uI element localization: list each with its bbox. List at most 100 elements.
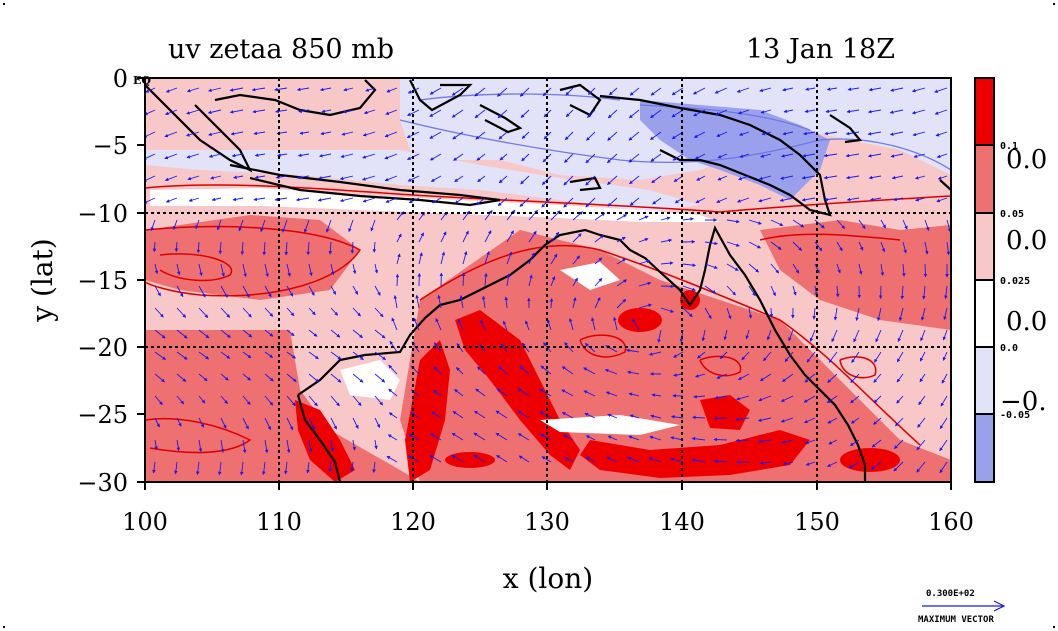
wind-vector [232,197,244,202]
wind-vector [242,417,249,430]
wind-vector [669,457,684,463]
wind-vector [870,461,882,470]
wind-vector [172,219,178,230]
wind-vector [264,395,274,406]
wind-vector [308,329,318,337]
wind-vector [912,131,926,137]
wind-vector [836,219,846,229]
wind-vector [176,351,188,360]
wind-vector [385,197,398,203]
wind-vector [607,109,618,119]
wind-vector [894,417,904,427]
wind-vector [326,219,332,233]
wind-vector [638,281,652,287]
wind-vector [715,109,728,116]
wind-vector [691,458,706,463]
wind-vector [476,153,486,161]
wind-vector [937,175,948,180]
field-streak-2 [455,310,580,470]
colorbar-tick-label: 0.025 [1000,276,1030,287]
wind-vector [585,197,596,208]
wind-vector [164,131,178,138]
wind-vector [628,109,640,119]
wind-vector [330,439,335,452]
wind-vector [736,395,750,401]
field-streak-5 [700,395,750,430]
wind-vector [391,317,398,331]
wind-vector [484,272,488,287]
wind-vector [481,295,486,309]
wind-vector [396,233,402,243]
wind-vector [339,175,354,181]
y-axis-label: y (lat) [26,238,59,322]
wind-vector [561,366,574,375]
wind-vector [911,109,926,115]
wind-vector [220,439,225,453]
wind-vector [804,439,816,445]
wind-vector [788,329,794,342]
wind-vector [802,153,816,158]
wind-vector [739,153,750,158]
wind-vector [587,87,596,95]
wind-vector [264,307,274,317]
wind-vector [165,87,178,93]
wind-vector [433,389,442,397]
wind-vector [824,197,838,202]
wind-vector [563,175,574,186]
wind-vector [433,366,442,375]
wind-vector [737,109,750,115]
wind-vector [561,389,574,397]
wind-vector [339,197,354,203]
wind-vector [803,131,816,136]
wind-vector [352,307,361,317]
wind-vector [239,461,244,476]
wind-vector [924,241,929,255]
wind-vector [940,395,948,407]
wind-vector [616,214,628,221]
wind-vector [826,87,838,91]
wind-vector [352,439,356,451]
grid-lines [145,78,951,482]
wind-vector [474,109,486,119]
wind-vector [748,263,760,273]
wind-vector [454,197,464,204]
wind-vector [432,197,442,204]
wind-vector [875,329,882,343]
wind-vector [704,263,718,269]
wind-vector [350,241,355,254]
wind-vector [198,439,203,453]
wind-vector [766,329,772,341]
wind-vector [572,233,582,243]
wind-vector [934,87,948,93]
wind-vector [738,175,750,181]
field-blob-4 [445,452,495,468]
wind-vector [220,373,229,381]
wind-vector [565,87,574,96]
wind-vector [784,351,794,363]
x-axis-label: x (lon) [503,562,593,595]
field-blob-1 [618,308,662,332]
wind-vector [770,285,776,297]
wind-vector [828,351,838,363]
wind-vector [198,285,206,298]
wind-vector [782,373,794,382]
wind-vector [452,131,464,140]
wind-vector [519,365,530,375]
wind-vector [726,285,736,296]
wind-vector [833,307,838,321]
wind-vector [917,417,926,428]
wind-vector [846,197,860,202]
wind-vector [719,351,728,360]
wind-vector [328,241,333,255]
wind-vector [208,131,222,137]
wind-vector [341,131,354,136]
wind-vector [434,342,442,353]
wind-vector [372,241,377,253]
wind-vector [407,175,420,182]
wind-vector [693,109,706,117]
wind-vector [254,175,266,179]
wind-vector [455,367,464,375]
wind-vector [242,439,247,454]
wind-vector [626,348,640,353]
